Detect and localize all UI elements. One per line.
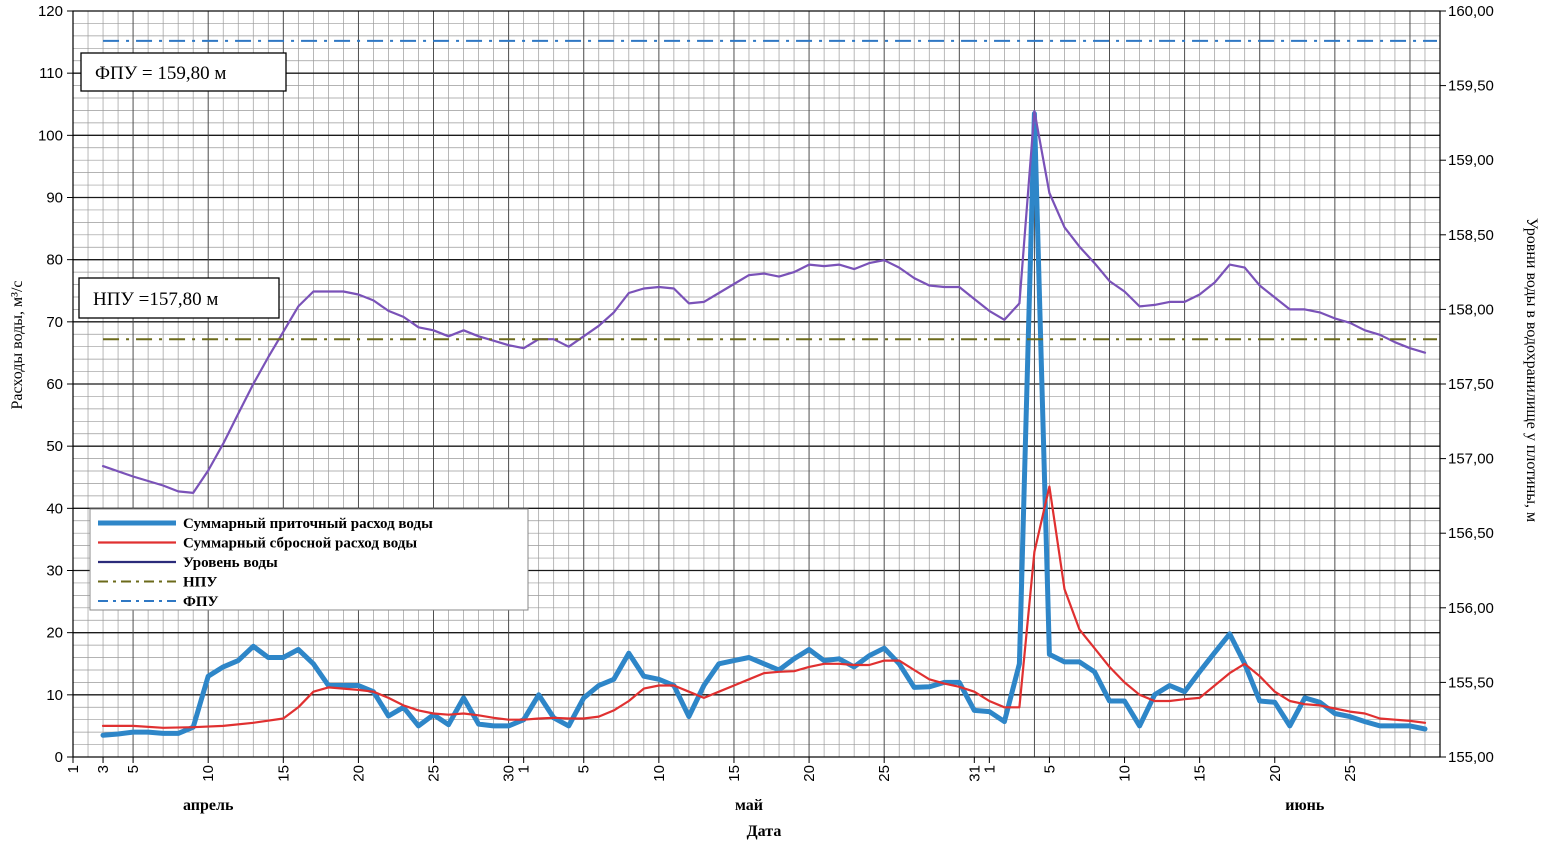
right-axis-ticks: 155,00 155,50 156,00 156,50 157,00 157,50 158,… — [1440, 3, 1494, 766]
y-left-tick-label: 110 — [39, 65, 63, 82]
left-axis-ticks: 0 10 20 30 40 50 60 70 80 90 100 110 120 — [38, 3, 73, 766]
month-label: май — [735, 797, 763, 814]
y-left-tick-label: 10 — [46, 687, 63, 704]
x-tick-label: 5 — [576, 765, 593, 773]
y-left-tick-label: 80 — [46, 252, 63, 269]
x-tick-label: 10 — [200, 765, 217, 782]
y-left-tick-label: 20 — [46, 625, 63, 642]
x-tick-label: 5 — [1041, 765, 1058, 773]
y-left-tick-label: 0 — [55, 749, 63, 766]
fpu-annotation-box: ФПУ = 159,80 м — [80, 52, 287, 92]
y-right-tick-label: 158,50 — [1448, 227, 1494, 244]
y-left-tick-label: 50 — [46, 438, 63, 455]
y-right-tick-label: 156,00 — [1448, 600, 1494, 617]
y-right-tick-label: 160,00 — [1448, 3, 1494, 20]
y-left-tick-label: 60 — [46, 376, 63, 393]
legend: Суммарный приточный расход воды Суммарный… — [89, 508, 529, 611]
y-right-tick-label: 157,00 — [1448, 451, 1494, 468]
legend-frame — [89, 508, 529, 611]
x-tick-label: 15 — [275, 765, 292, 782]
legend-label: ФПУ — [183, 594, 219, 610]
x-axis-ticks: 1 3 5 10 15 20 25 301 5 10 15 20 25 311 5 10 15 20 25 — [65, 757, 1359, 782]
x-tick-label: 10 — [651, 765, 668, 782]
x-tick-label: 15 — [726, 765, 743, 782]
x-axis-title: Дата — [747, 823, 782, 840]
y-right-tick-label: 155,00 — [1448, 749, 1494, 766]
x-tick-label: 15 — [1192, 765, 1209, 782]
month-labels: апрель май июнь — [183, 797, 1325, 814]
series-layer — [100, 39, 1437, 738]
y-left-tick-label: 90 — [46, 190, 63, 207]
x-tick-label: 20 — [801, 765, 818, 782]
x-tick-label: 20 — [350, 765, 367, 782]
legend-label: Суммарный сбросной расход воды — [183, 536, 417, 552]
y-left-tick-label: 70 — [46, 314, 63, 331]
x-tick-label: 30 — [501, 765, 518, 782]
y-left-tick-label: 30 — [46, 563, 63, 580]
npu-annotation-label: НПУ =157,80 м — [93, 289, 218, 310]
npu-annotation-frame — [78, 277, 280, 319]
series-line-discharge — [101, 485, 1427, 729]
x-tick-label: 31 — [966, 765, 983, 782]
x-tick-label: 25 — [1342, 765, 1359, 782]
y-right-tick-label: 158,00 — [1448, 301, 1494, 318]
series-line-water-level — [101, 109, 1427, 494]
y-axis-left-title: Расходы воды, м³/с — [9, 280, 26, 409]
legend-label: НПУ — [183, 575, 217, 591]
x-tick-label: 3 — [95, 765, 112, 773]
month-label: июнь — [1285, 797, 1325, 814]
y-right-tick-label: 155,50 — [1448, 674, 1494, 691]
y-left-tick-label: 100 — [38, 127, 63, 144]
series-line-inflow — [100, 111, 1428, 738]
y-right-tick-label: 159,50 — [1448, 78, 1494, 95]
npu-annotation-box: НПУ =157,80 м — [78, 277, 280, 319]
y-left-tick-label: 40 — [46, 500, 63, 517]
x-tick-label: 10 — [1117, 765, 1134, 782]
y-left-tick-label: 120 — [38, 3, 63, 20]
y-right-tick-label: 156,50 — [1448, 525, 1494, 542]
y-right-tick-label: 157,50 — [1448, 376, 1494, 393]
x-tick-label: 5 — [125, 765, 142, 773]
y-right-tick-label: 159,00 — [1448, 152, 1494, 169]
x-tick-label: 1 — [516, 765, 533, 773]
x-tick-label: 25 — [426, 765, 443, 782]
month-label: апрель — [183, 797, 234, 814]
fpu-annotation-label: ФПУ = 159,80 м — [95, 63, 226, 84]
x-tick-label: 20 — [1267, 765, 1284, 782]
fpu-annotation-frame — [80, 52, 287, 92]
y-axis-right-title: Уровни воды в водохранилище у плотины, м — [1523, 218, 1540, 522]
legend-label: Уровень воды — [183, 555, 278, 571]
x-tick-label: 1 — [65, 765, 82, 773]
legend-label: Суммарный приточный расход воды — [183, 516, 433, 532]
x-tick-label: 25 — [876, 765, 893, 782]
x-tick-label: 1 — [981, 765, 998, 773]
major-grid — [73, 11, 1440, 757]
